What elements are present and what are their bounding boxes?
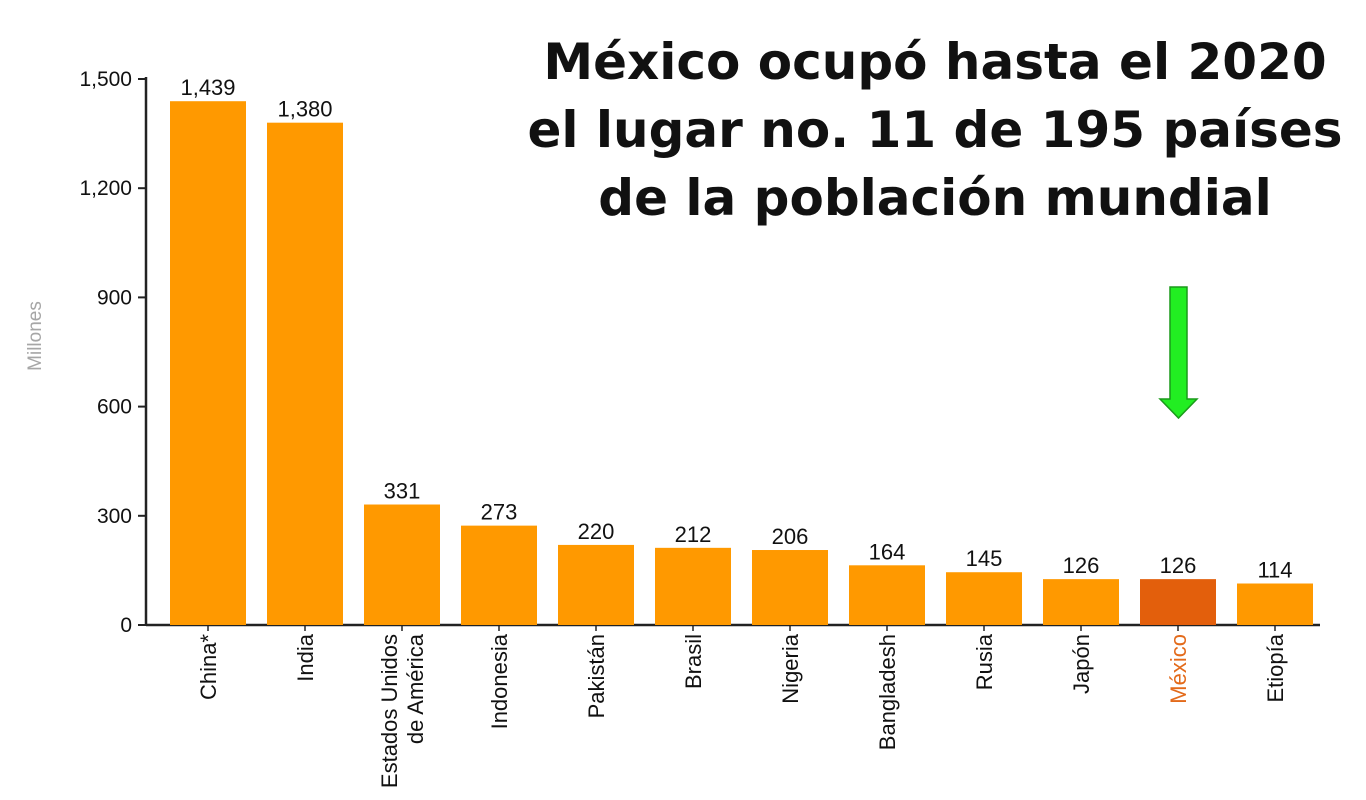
bars (170, 101, 1313, 626)
bar (461, 525, 537, 625)
bar-value-label: 114 (1257, 558, 1292, 583)
x-category-label: China* (196, 634, 221, 700)
bar (752, 550, 828, 625)
y-axis-label: Millones (25, 301, 46, 371)
bar (558, 544, 634, 625)
x-category-label: de América (403, 633, 428, 744)
y-tick-label: 300 (97, 505, 132, 528)
x-category-label: Indonesia (487, 633, 512, 729)
y-tick-label: 600 (97, 396, 132, 419)
bar-value-label: 331 (384, 479, 421, 504)
bar-value-label: 1,439 (180, 75, 235, 100)
headline: México ocupó hasta el 2020 el lugar no. … (520, 28, 1350, 232)
x-category-label: Japón (1069, 634, 1094, 694)
bar-value-label: 126 (1160, 553, 1197, 578)
y-tick-label: 1,500 (79, 68, 132, 91)
x-category-label: Estados Unidos (377, 634, 402, 788)
headline-line-3: de la población mundial (598, 169, 1272, 227)
value-labels: 1,439 1,380 331 273 220 212 206 164 145 126 126 114 (180, 75, 1292, 582)
x-category-label: India (293, 633, 318, 681)
bar-value-label: 145 (966, 546, 1003, 571)
bar (849, 565, 925, 625)
bar (655, 547, 731, 625)
y-tick-label: 1,200 (79, 177, 132, 200)
bar (170, 101, 246, 626)
bar-value-label: 273 (481, 500, 518, 525)
y-tick-label: 0 (120, 614, 132, 637)
x-category-label: Brasil (681, 634, 706, 689)
headline-line-1: México ocupó hasta el 2020 (543, 33, 1327, 91)
bar-value-label: 206 (772, 524, 809, 549)
down-arrow-icon (1158, 286, 1199, 420)
x-category-label: Rusia (972, 633, 997, 690)
bar-value-label: 220 (578, 519, 615, 544)
bar-value-label: 1,380 (277, 97, 332, 122)
x-category-label: Etiopía (1263, 633, 1288, 702)
bar-value-label: 164 (869, 539, 906, 564)
bar-value-label: 212 (675, 522, 712, 547)
bar (946, 572, 1022, 625)
x-category-label: Bangladesh (875, 634, 900, 750)
bar (364, 504, 440, 625)
x-axis-labels: China* India Estados Unidos de América Indon… (196, 625, 1288, 788)
y-tick-label: 900 (97, 286, 132, 309)
x-category-label: Nigeria (778, 633, 803, 703)
bar (1043, 579, 1119, 625)
bar (1140, 579, 1216, 625)
bar (1237, 583, 1313, 625)
headline-line-2: el lugar no. 11 de 195 países (527, 101, 1343, 159)
bar-value-label: 126 (1063, 553, 1100, 578)
x-category-label: Pakistán (584, 634, 609, 718)
x-category-label: México (1166, 634, 1191, 704)
bar (267, 122, 343, 626)
